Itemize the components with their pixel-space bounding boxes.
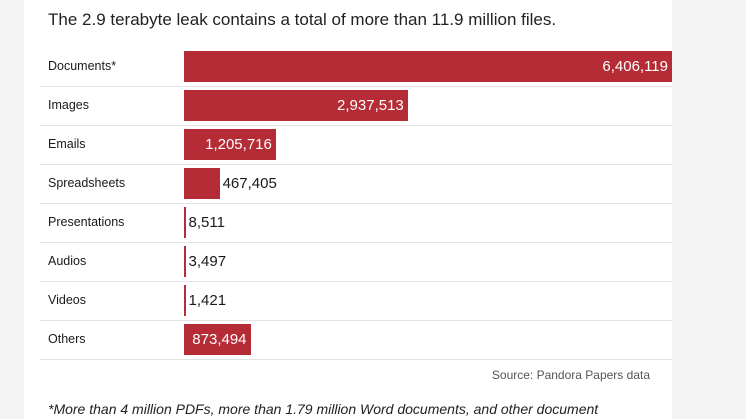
chart-row: Images 2,937,513 xyxy=(40,86,672,126)
chart-headline: The 2.9 terabyte leak contains a total o… xyxy=(48,10,557,29)
value-label: 2,937,513 xyxy=(337,97,404,114)
category-label: Audios xyxy=(48,254,87,268)
chart-card: The 2.9 terabyte leak contains a total o… xyxy=(24,0,672,419)
bar-chart: Documents* 6,406,119 Images 2,937,513 Emails… xyxy=(24,0,672,360)
value-label: 3,497 xyxy=(188,253,227,270)
bar xyxy=(184,207,186,238)
value-label: 8,511 xyxy=(188,214,225,231)
category-label: Images xyxy=(48,98,89,112)
category-label: Documents* xyxy=(48,59,117,73)
chart-row: Presentations 8,511 xyxy=(40,203,672,243)
bar xyxy=(184,90,408,121)
value-label: 1,421 xyxy=(188,292,227,309)
category-label: Others xyxy=(48,332,86,346)
bar xyxy=(184,285,186,316)
bar xyxy=(184,324,251,355)
bar xyxy=(184,168,220,199)
bar xyxy=(184,129,276,160)
value-label: 1,205,716 xyxy=(205,136,272,153)
source-note: Source: Pandora Papers data xyxy=(491,368,650,382)
chart-row: Emails 1,205,716 xyxy=(40,125,672,165)
chart-row: Spreadsheets 467,405 xyxy=(40,164,672,204)
footnote: *More than 4 million PDFs, more than 1.7… xyxy=(48,401,599,417)
chart-row: Documents* 6,406,119 xyxy=(40,47,672,87)
chart-row: Videos 1,421 xyxy=(40,281,672,321)
value-label: 467,405 xyxy=(222,175,277,192)
bar xyxy=(184,51,672,82)
bar xyxy=(184,246,186,277)
chart-row: Audios 3,497 xyxy=(40,242,672,282)
value-label: 6,406,119 xyxy=(602,58,668,75)
category-label: Videos xyxy=(48,293,86,307)
chart-row: Others 873,494 xyxy=(40,320,672,360)
category-label: Spreadsheets xyxy=(48,176,126,190)
category-label: Emails xyxy=(48,137,86,151)
value-label: 873,494 xyxy=(192,331,247,348)
category-label: Presentations xyxy=(48,215,125,229)
